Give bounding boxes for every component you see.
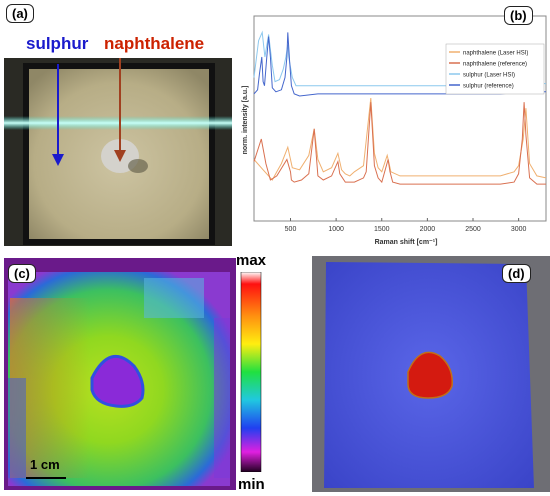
classification-map [312,256,550,492]
sample-photo [4,58,232,246]
scale-bar-label: 1 cm [30,457,60,472]
naphthalene-region [407,351,453,399]
y-axis-label: norm. intensity [a.u.] [242,86,249,155]
x-tick-label: 1500 [374,226,390,233]
panel-c: (c) 1 cm max min [0,252,275,496]
raman-chart: 500 1000 1500 2000 2500 3000 norm. intensity … [242,15,547,246]
map-naphthalene-region [90,355,145,408]
panel-b: 500 1000 1500 2000 2500 3000 norm. intensity … [236,0,550,250]
x-tick-label: 2000 [420,226,436,233]
laser-line [4,116,232,130]
series-line-0 [253,97,547,181]
panel-label-a: (a) [6,4,34,23]
x-tick-label: 1000 [328,226,344,233]
colorbar-gradient [240,272,262,472]
panel-label-c: (c) [8,264,36,283]
sulphur-arrow-head [52,154,64,166]
map-region-top [144,278,204,318]
panel-d: (d) [276,252,550,496]
sulphur-label: sulphur [26,34,89,53]
legend: naphthalene (Laser HSI) naphthalene (refe… [445,43,545,95]
sample-shadow [128,159,148,173]
x-tick-label: 2500 [465,226,481,233]
legend-box [445,43,545,95]
map-edge-right [214,318,230,478]
colorbar-min-label: min [238,476,265,493]
panel-label-d: (d) [502,264,531,283]
legend-label: naphthalene (reference) [463,62,527,68]
x-axis-label: Raman shift [cm⁻¹] [375,239,438,246]
legend-label: naphthalene (Laser HSI) [463,51,528,57]
panel-label-b: (b) [504,6,533,25]
colorbar-max-label: max [236,252,267,269]
naphthalene-arrow-head [114,150,126,162]
x-tick-label: 500 [285,226,297,233]
series-line-1 [253,102,546,185]
panel-a: (a) sulphur naphthalene [0,0,235,247]
naphthalene-label: naphthalene [104,34,205,53]
legend-label: sulphur (Laser HSI) [463,73,515,79]
legend-label: sulphur (reference) [463,84,514,90]
intensity-map [4,258,236,490]
colorbar [240,272,262,472]
x-tick-label: 3000 [511,226,527,233]
series-line-2 [253,30,547,87]
map-edge-left [8,378,26,478]
series-line-3 [253,32,546,97]
